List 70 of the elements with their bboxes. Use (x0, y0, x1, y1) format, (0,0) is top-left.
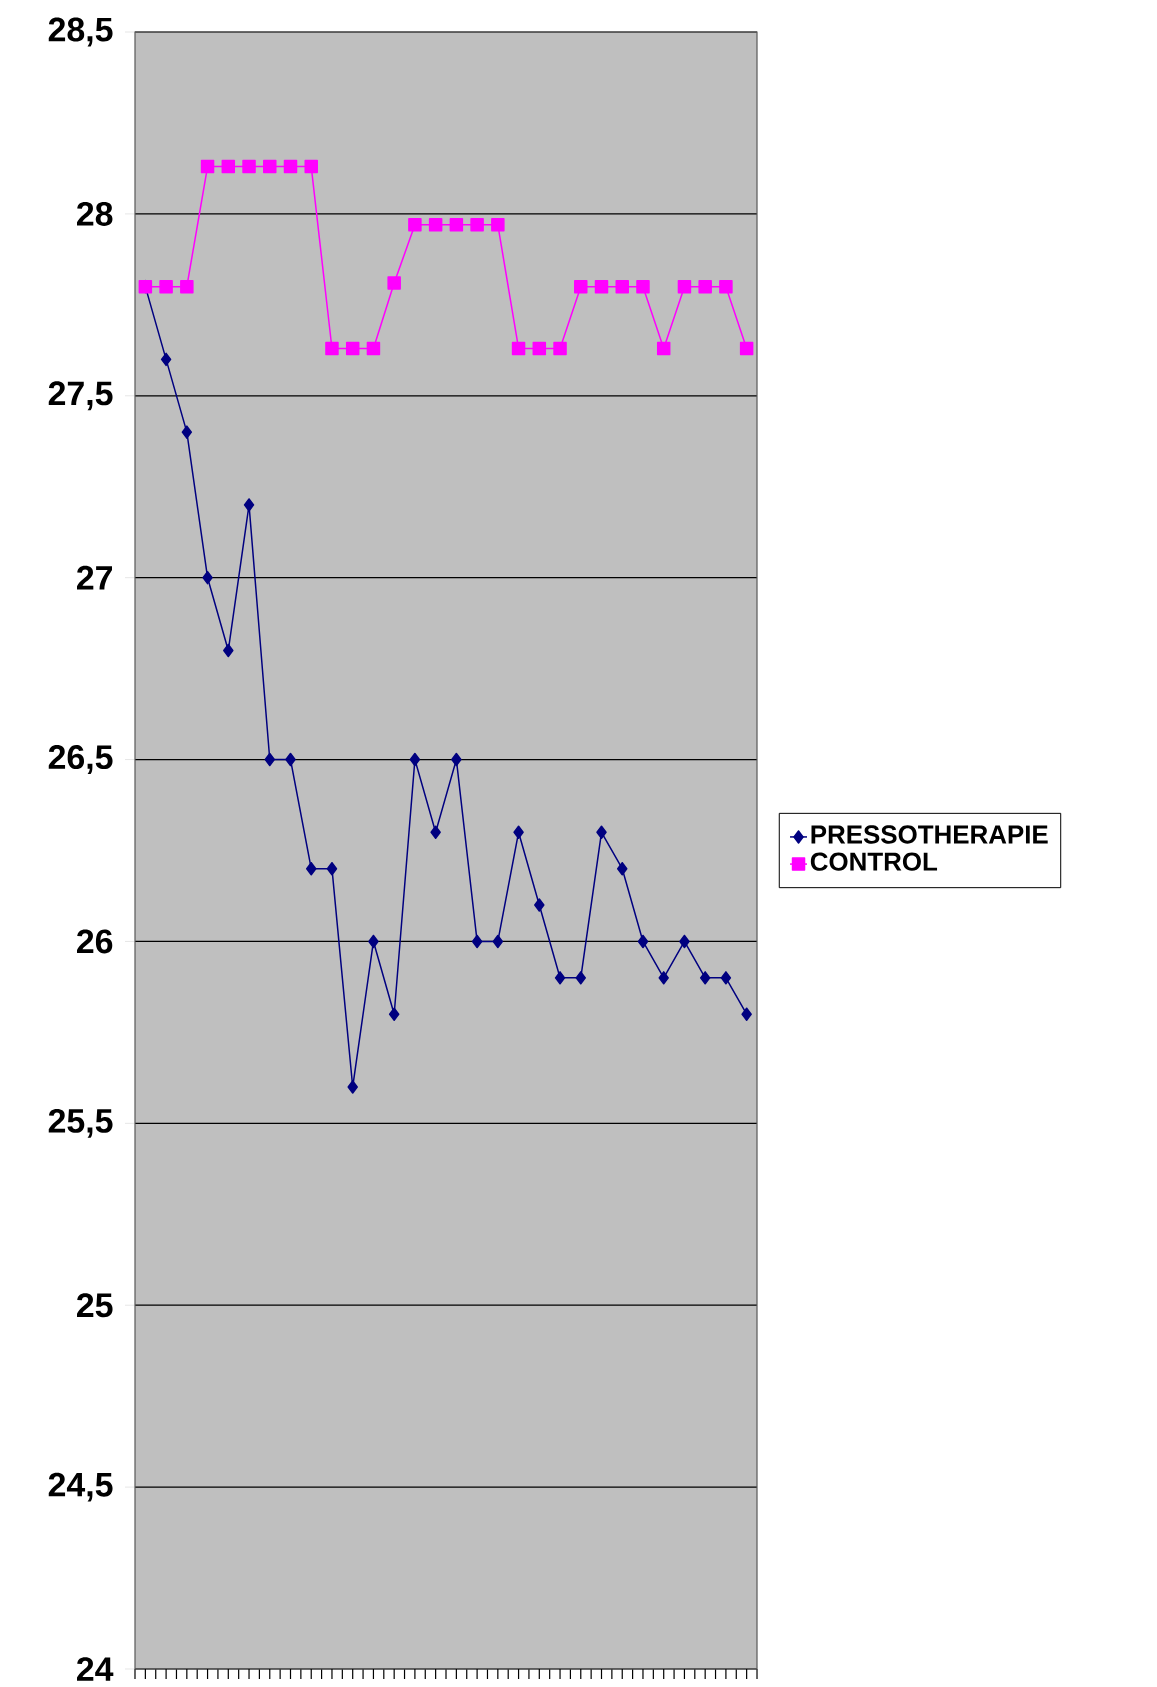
point (574, 279, 588, 294)
point (428, 218, 443, 232)
point (739, 341, 754, 356)
point (636, 279, 650, 294)
legend-label: CONTROL (810, 852, 938, 871)
point (554, 971, 566, 985)
point (159, 279, 173, 294)
point (699, 971, 711, 985)
point (511, 341, 526, 356)
point (160, 352, 172, 367)
point (264, 752, 276, 767)
point (263, 159, 277, 174)
y-tick-label: 27,5 (48, 381, 113, 411)
point (615, 279, 629, 294)
point (698, 279, 712, 294)
point (637, 934, 649, 949)
point (658, 971, 669, 985)
point (243, 498, 255, 512)
point (491, 218, 505, 232)
point (200, 159, 215, 174)
point (471, 934, 483, 949)
point (408, 218, 422, 232)
point (283, 159, 298, 174)
point (596, 825, 607, 840)
point (366, 341, 381, 356)
point (616, 861, 628, 876)
point (285, 752, 296, 767)
point (387, 276, 401, 290)
point (741, 1007, 752, 1021)
y-tick-label: 28,5 (48, 17, 113, 47)
point (677, 279, 692, 294)
point (679, 934, 690, 949)
point (513, 825, 524, 840)
point (575, 971, 587, 985)
point (430, 825, 441, 840)
y-tick-label: 26 (77, 929, 113, 954)
point (719, 279, 733, 294)
point (532, 341, 547, 356)
point (451, 752, 462, 767)
y-tick-label: 26,5 (48, 745, 113, 775)
point (470, 218, 484, 232)
legend-label: PRESSOTHERAPIE (811, 825, 1048, 844)
point (534, 898, 545, 912)
point (180, 279, 194, 294)
point (656, 341, 671, 356)
point (305, 861, 317, 876)
point (221, 159, 236, 174)
point (304, 159, 318, 174)
y-tick-label: 24 (77, 1657, 114, 1681)
point (202, 570, 213, 585)
point (242, 159, 256, 174)
point (553, 341, 567, 356)
y-tick-label: 27 (77, 565, 113, 590)
point (594, 279, 609, 294)
y-tick-label: 25 (77, 1293, 113, 1318)
point (409, 752, 421, 767)
y-tick-label: 28 (77, 201, 113, 226)
point (325, 341, 339, 356)
point (345, 341, 360, 356)
point (181, 425, 193, 439)
point (368, 934, 379, 949)
point (388, 1007, 400, 1021)
y-tick-label: 24,5 (48, 1472, 113, 1502)
point (492, 934, 504, 949)
point (449, 218, 464, 232)
point (720, 971, 732, 985)
point (223, 643, 234, 658)
y-tick-label: 25,5 (48, 1108, 113, 1138)
point (326, 861, 338, 876)
point (347, 1080, 358, 1094)
